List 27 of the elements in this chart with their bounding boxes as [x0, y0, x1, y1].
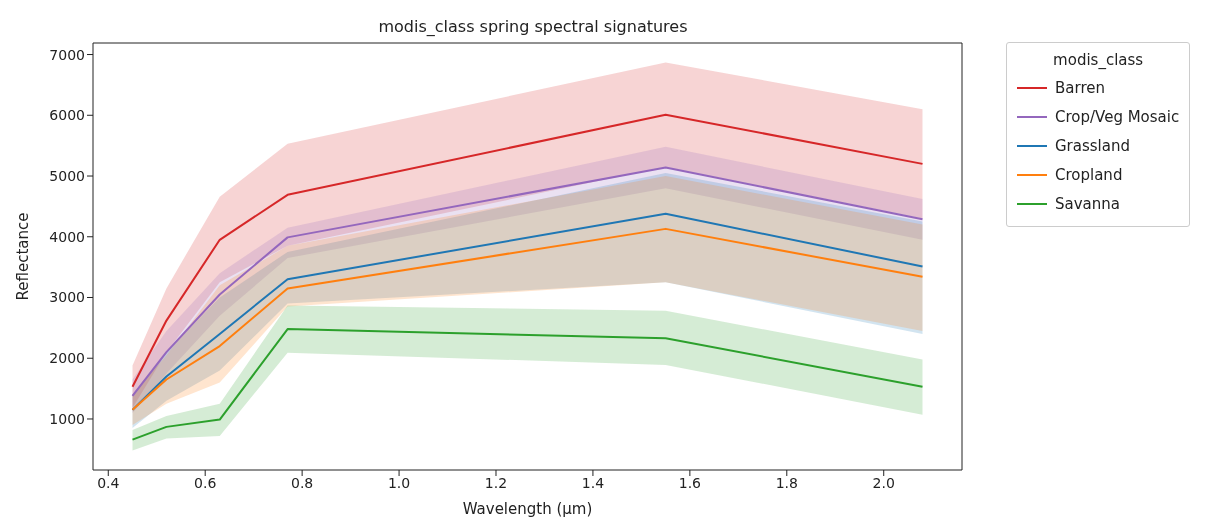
y-tick-label: 5000: [49, 167, 85, 184]
y-axis-title: Reflectance: [14, 212, 33, 301]
line-series: [131, 328, 924, 441]
y-tick-label: 2000: [49, 350, 85, 367]
y-tick-label: 1000: [49, 410, 85, 427]
x-tick-label: 1.6: [678, 474, 702, 491]
x-tick-label: 2.0: [872, 474, 895, 491]
legend-label: Crop/Veg Mosaic: [1055, 107, 1180, 126]
legend-label: Barren: [1055, 78, 1105, 97]
x-tick-label: 1.4: [581, 474, 605, 491]
chart-title: modis_class spring spectral signatures: [378, 17, 688, 37]
legend-label: Grassland: [1055, 136, 1130, 155]
y-tick-label: 7000: [49, 46, 85, 63]
legend-label: Cropland: [1055, 165, 1123, 184]
y-tick-label: 6000: [49, 107, 85, 124]
x-tick-label: 0.4: [97, 474, 120, 491]
x-axis-title: Wavelength (µm): [462, 500, 593, 518]
legend-label: Savanna: [1055, 194, 1120, 213]
x-tick-label: 0.8: [291, 474, 314, 491]
x-tick-label: 1.2: [484, 474, 508, 491]
x-tick-label: 1.8: [775, 474, 798, 491]
y-tick-label: 3000: [49, 289, 85, 306]
line-series: [131, 113, 924, 388]
y-tick-label: 4000: [49, 228, 85, 245]
x-tick-label: 1.0: [387, 474, 411, 491]
legend-title: modis_class: [1052, 51, 1145, 69]
x-tick-label: 0.6: [194, 474, 217, 491]
